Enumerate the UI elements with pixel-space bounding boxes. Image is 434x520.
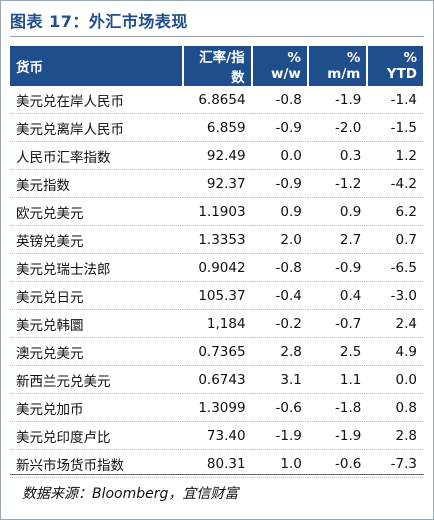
cell-currency: 美元兑日元 [10,281,183,310]
cell-currency: 新西兰元兑美元 [10,365,183,394]
header-mm: % m/m [307,46,369,86]
cell-ww: -0.6 [251,393,308,422]
cell-ytd: 2.4 [367,309,423,338]
cell-currency: 美元兑印度卢比 [10,421,183,450]
cell-mm: 2.7 [307,225,368,254]
cell-mm: 0.9 [307,197,368,226]
title-divider [10,36,424,37]
header-rate: 汇率/指数 [183,46,253,86]
cell-ytd: -3.0 [367,281,423,310]
table-row: 英镑兑美元 1.3353 2.0 2.7 0.7 [10,225,423,254]
table-row: 美元兑韩圜 1,184 -0.2 -0.7 2.4 [10,309,423,338]
cell-mm: -1.9 [307,421,368,450]
cell-mm: 0.4 [307,281,368,310]
cell-mm: -2.0 [307,113,368,142]
cell-ww: 3.1 [251,365,308,394]
header-currency: 货币 [10,46,184,86]
cell-currency: 英镑兑美元 [10,225,183,254]
cell-ytd: 4.9 [367,337,423,366]
fx-performance-table: 货币 汇率/指数 % w/w % m/m % YTD 美元兑在岸人民币 6.865… [10,46,423,478]
cell-ww: 0.9 [251,197,308,226]
cell-ytd: -1.4 [367,86,423,114]
cell-rate: 92.49 [183,141,252,170]
table-row: 美元兑日元 105.37 -0.4 0.4 -3.0 [10,281,423,310]
cell-ww: 1.0 [251,449,308,478]
table-row: 人民币汇率指数 92.49 0.0 0.3 1.2 [10,141,423,170]
table-row: 美元兑离岸人民币 6.859 -0.9 -2.0 -1.5 [10,113,423,142]
cell-ytd: -4.2 [367,169,423,198]
cell-currency: 美元兑离岸人民币 [10,113,183,142]
table-row: 新西兰元兑美元 0.6743 3.1 1.1 0.0 [10,365,423,394]
cell-ww: -0.9 [251,113,308,142]
cell-mm: 2.5 [307,337,368,366]
cell-mm: -1.9 [307,86,368,114]
source-divider [10,474,424,475]
table-row: 美元兑印度卢比 73.40 -1.9 -1.9 2.8 [10,421,423,450]
cell-ytd: -7.3 [367,449,423,478]
table-row: 澳元兑美元 0.7365 2.8 2.5 4.9 [10,337,423,366]
cell-ytd: 6.2 [367,197,423,226]
table-row: 美元兑加币 1.3099 -0.6 -1.8 0.8 [10,393,423,422]
cell-ytd: 1.2 [367,141,423,170]
cell-currency: 新兴市场货币指数 [10,449,183,478]
table-row: 美元指数 92.37 -0.9 -1.2 -4.2 [10,169,423,198]
cell-mm: -0.9 [307,253,368,282]
cell-ytd: -6.5 [367,253,423,282]
cell-ytd: 0.8 [367,393,423,422]
table-body: 美元兑在岸人民币 6.8654 -0.8 -1.9 -1.4 美元兑离岸人民币 6.859-… [10,86,423,478]
table-header-row: 货币 汇率/指数 % w/w % m/m % YTD [10,46,423,86]
cell-ytd: 2.8 [367,421,423,450]
table-row: 美元兑在岸人民币 6.8654 -0.8 -1.9 -1.4 [10,86,423,114]
cell-ytd: 0.7 [367,225,423,254]
cell-mm: -0.7 [307,309,368,338]
cell-mm: -0.6 [307,449,368,478]
cell-rate: 1.3099 [183,393,252,422]
cell-mm: 0.3 [307,141,368,170]
cell-currency: 美元兑瑞士法郎 [10,253,183,282]
cell-currency: 澳元兑美元 [10,337,183,366]
cell-ww: -0.9 [251,169,308,198]
cell-ytd: 0.0 [367,365,423,394]
cell-currency: 美元指数 [10,169,183,198]
cell-mm: 1.1 [307,365,368,394]
cell-mm: -1.2 [307,169,368,198]
cell-currency: 美元兑韩圜 [10,309,183,338]
cell-rate: 6.8654 [183,86,252,114]
cell-ww: -0.8 [251,253,308,282]
table-row: 新兴市场货币指数 80.31 1.0 -0.6 -7.3 [10,449,423,478]
cell-rate: 92.37 [183,169,252,198]
cell-currency: 欧元兑美元 [10,197,183,226]
cell-ww: 2.0 [251,225,308,254]
cell-currency: 美元兑在岸人民币 [10,86,183,114]
cell-rate: 73.40 [183,421,252,450]
header-ytd: % YTD [367,46,423,86]
cell-rate: 0.6743 [183,365,252,394]
cell-rate: 0.7365 [183,337,252,366]
cell-currency: 人民币汇率指数 [10,141,183,170]
cell-rate: 0.9042 [183,253,252,282]
cell-currency: 美元兑加币 [10,393,183,422]
cell-ww: 0.0 [251,141,308,170]
cell-ww: -0.4 [251,281,308,310]
figure-title: 图表 17：外汇市场表现 [10,12,188,31]
cell-ytd: -1.5 [367,113,423,142]
table-row: 美元兑瑞士法郎 0.9042 -0.8 -0.9 -6.5 [10,253,423,282]
source-note: 数据来源：Bloomberg，宜信财富 [22,486,239,502]
cell-ww: 2.8 [251,337,308,366]
cell-rate: 1.3353 [183,225,252,254]
cell-rate: 1.1903 [183,197,252,226]
cell-mm: -1.8 [307,393,368,422]
cell-rate: 6.859 [183,113,252,142]
cell-rate: 80.31 [183,449,252,478]
table-row: 欧元兑美元 1.1903 0.9 0.9 6.2 [10,197,423,226]
header-ww: % w/w [251,46,309,86]
cell-ww: -1.9 [251,421,308,450]
cell-ww: -0.2 [251,309,308,338]
cell-rate: 105.37 [183,281,252,310]
cell-rate: 1,184 [183,309,252,338]
cell-ww: -0.8 [251,86,308,114]
